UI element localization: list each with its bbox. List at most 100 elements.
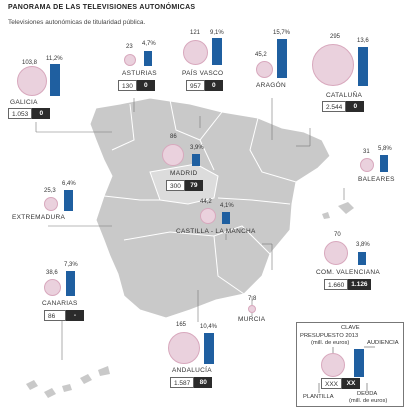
audience-value: 10,4% (200, 324, 218, 330)
audience-value: 9,1% (210, 30, 224, 36)
budget-value: 31 (363, 149, 370, 155)
region-borders (103, 99, 297, 295)
audience-bar (66, 271, 75, 296)
audience-bar (380, 155, 388, 172)
staff-value: 1.053 (8, 108, 33, 119)
key-audience-label: AUDIENCIA (367, 340, 399, 346)
key-bar (354, 349, 364, 377)
region-name: GALICIA (10, 99, 38, 106)
canarias-shape (26, 366, 110, 398)
key-staff-label: PLANTILLA (303, 394, 334, 400)
region-name: MURCIA (238, 316, 266, 323)
staff-debt-box: 86 - (44, 310, 84, 321)
debt-value: 80 (194, 377, 213, 388)
budget-value: 38,6 (46, 270, 58, 276)
key-debt-unit: (mill. de euros) (349, 398, 388, 404)
legend-key: CLAVE PRESUPUESTO 2013 (mill. de euros) … (296, 322, 404, 407)
region-name: ANDALUCÍA (172, 367, 212, 374)
audience-bar (144, 51, 152, 66)
debt-value: 0 (32, 108, 51, 119)
budget-value: 23 (126, 44, 133, 50)
audience-bar (50, 64, 60, 96)
key-sample-box: XXX XX (321, 378, 361, 389)
staff-debt-box: 1.587 80 (170, 377, 213, 388)
region-name: PAÍS VASCO (182, 70, 224, 77)
key-circle (321, 353, 345, 377)
key-budget-label: PRESUPUESTO 2013 (300, 333, 359, 339)
page-title: PANORAMA DE LAS TELEVISIONES AUTONÓMICAS (8, 4, 196, 11)
budget-value: 44,2 (200, 199, 212, 205)
region-name: CANARIAS (42, 300, 78, 307)
debt-value: 0 (346, 101, 365, 112)
budget-value: 103,8 (22, 60, 38, 66)
region-name: CASTILLA - LA MANCHA (176, 228, 256, 235)
audience-bar (192, 154, 200, 166)
budget-value: 45,2 (255, 52, 267, 58)
region-name: COM. VALENCIANA (316, 269, 380, 276)
region-name: ASTURIAS (122, 70, 157, 77)
budget-circle (183, 40, 208, 65)
baleares-shape-small (322, 212, 330, 219)
staff-debt-box: 1.660 1.126 (324, 279, 371, 290)
budget-circle (324, 241, 348, 265)
key-debt-label: DEUDA (357, 391, 378, 397)
audience-bar (222, 212, 230, 224)
audience-bar (204, 333, 214, 364)
region-name: MADRID (170, 170, 198, 177)
audience-value: 15,7% (273, 30, 291, 36)
audience-value: 11,2% (46, 56, 63, 62)
staff-value: 1.587 (170, 377, 195, 388)
budget-value: 70 (334, 232, 341, 238)
budget-circle (44, 197, 58, 211)
region-name: EXTREMADURA (12, 214, 66, 221)
budget-circle (248, 305, 256, 313)
budget-value: 25,3 (44, 188, 56, 194)
debt-value: - (66, 310, 84, 321)
audience-value: 4,1% (220, 203, 234, 209)
staff-debt-box: 957 0 (186, 80, 223, 91)
budget-circle (360, 158, 374, 172)
debt-value: 0 (204, 80, 223, 91)
staff-value: 130 (118, 80, 137, 91)
staff-debt-box: 1.053 0 (8, 108, 51, 119)
budget-circle (17, 66, 47, 96)
audience-bar (358, 47, 368, 86)
key-leader-lines (318, 346, 375, 393)
staff-value: 1.660 (324, 279, 349, 290)
staff-value: 957 (186, 80, 205, 91)
audience-bar (277, 39, 287, 78)
budget-value: 86 (170, 134, 177, 140)
region-name: BALEARES (358, 176, 395, 183)
budget-circle (256, 61, 273, 78)
debt-value: 1.126 (348, 279, 371, 290)
audience-bar (212, 38, 222, 65)
audience-bar (64, 190, 73, 211)
audience-value: 5,8% (378, 146, 392, 152)
key-budget-unit: (mill. de euros) (311, 340, 350, 346)
staff-value: 86 (44, 310, 66, 321)
audience-value: 7,3% (64, 262, 78, 268)
page-subtitle: Televisiones autonómicas de titularidad … (8, 19, 146, 26)
debt-value: 79 (184, 180, 203, 191)
budget-circle (312, 44, 354, 86)
staff-debt-box: 2.544 0 (322, 101, 365, 112)
budget-circle (124, 54, 136, 66)
baleares-shape (338, 202, 354, 214)
budget-value: 165 (176, 322, 187, 328)
key-sample-debt: XX (342, 378, 361, 389)
key-title: CLAVE (341, 325, 360, 331)
budget-circle (168, 332, 200, 364)
debt-value: 0 (136, 80, 155, 91)
staff-value: 300 (166, 180, 185, 191)
audience-value: 13,6 (357, 38, 369, 44)
staff-debt-box: 130 0 (118, 80, 155, 91)
leader-lines (35, 98, 345, 360)
region-name: ARAGÓN (256, 82, 286, 89)
audience-value: 4,7% (142, 41, 156, 47)
budget-circle (162, 144, 184, 166)
audience-value: 3,8% (356, 242, 370, 248)
key-sample-staff: XXX (321, 378, 343, 389)
budget-value: 121 (190, 30, 201, 36)
budget-value: 7,8 (248, 296, 257, 302)
audience-value: 3,9% (190, 145, 204, 151)
